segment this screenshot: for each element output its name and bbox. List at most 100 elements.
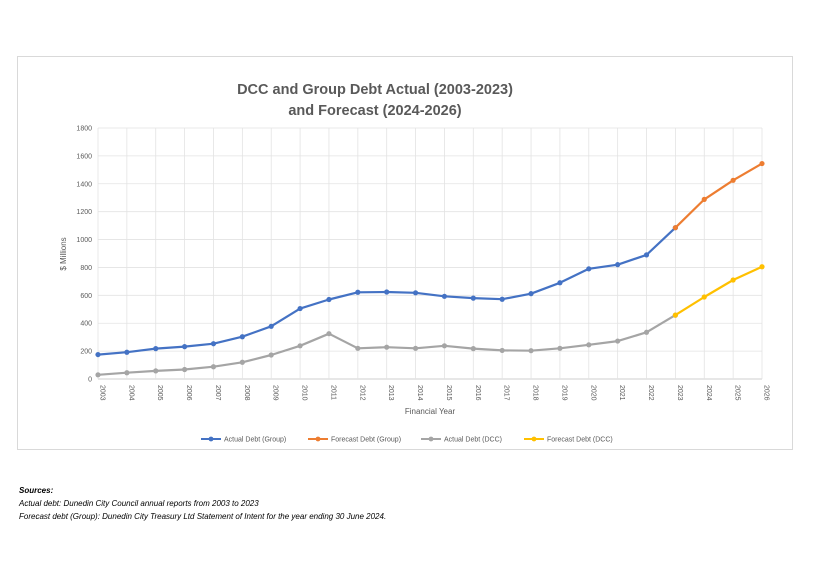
data-point [326, 296, 332, 303]
data-point [182, 344, 188, 350]
data-point [615, 262, 621, 268]
data-point [268, 323, 274, 329]
x-tick-label: 2026 [763, 385, 770, 401]
line-chart: DCC and Group Debt Actual (2003-2023) an… [59, 82, 770, 444]
x-tick-label: 2016 [474, 385, 481, 401]
data-point [297, 305, 303, 312]
data-point [528, 291, 534, 297]
x-tick-label: 2020 [589, 385, 596, 401]
x-tick-label: 2004 [127, 385, 134, 401]
y-tick-label: 1000 [76, 237, 92, 244]
x-tick-label: 2021 [618, 385, 625, 401]
data-point [153, 346, 159, 352]
legend-marker [315, 436, 321, 442]
data-point [441, 343, 448, 349]
data-point [239, 334, 245, 340]
data-point [182, 366, 188, 373]
data-point [239, 359, 245, 365]
data-point [672, 312, 678, 318]
x-tick-label: 2019 [560, 385, 567, 401]
y-axis-label: $ Millions [59, 237, 68, 270]
x-tick-label: 2018 [532, 385, 539, 401]
x-tick-label: 2023 [676, 385, 683, 401]
x-tick-label: 2017 [503, 385, 510, 401]
data-point [499, 296, 505, 302]
legend-marker [208, 436, 214, 442]
data-point [412, 345, 419, 351]
data-point [759, 264, 765, 270]
x-tick-label: 2025 [734, 385, 741, 401]
data-point [268, 352, 274, 358]
x-tick-label: 2022 [647, 385, 654, 401]
x-tick-label: 2014 [416, 385, 423, 401]
data-point [124, 370, 130, 376]
data-point [672, 225, 678, 231]
sources-note: Sources: Actual debt: Dunedin City Counc… [19, 484, 386, 523]
chart-area: DCC and Group Debt Actual (2003-2023) an… [17, 56, 793, 450]
data-point [528, 348, 534, 354]
data-point [95, 372, 101, 378]
data-point [701, 294, 707, 300]
data-point [643, 252, 650, 258]
x-tick-label: 2015 [445, 385, 452, 401]
legend-marker [531, 436, 537, 442]
x-tick-label: 2007 [214, 385, 221, 401]
sources-forecast-debt: Forecast debt (Group): Dunedin City Trea… [19, 512, 387, 521]
chart-title-line-1: DCC and Group Debt Actual (2003-2023) [237, 82, 513, 98]
y-tick-label: 600 [80, 293, 92, 300]
data-point [701, 196, 707, 202]
data-point [586, 342, 592, 348]
x-tick-label: 2009 [272, 385, 279, 401]
data-point [730, 277, 736, 283]
x-tick-label: 2006 [185, 385, 192, 401]
data-point [470, 346, 476, 352]
y-tick-label: 1600 [76, 153, 92, 160]
y-tick-label: 400 [80, 321, 92, 328]
data-point [586, 266, 592, 272]
sources-actual-debt: Actual debt: Dunedin City Council annual… [19, 499, 259, 508]
data-point [470, 295, 476, 301]
data-point [210, 364, 217, 370]
data-point [384, 289, 390, 295]
series-line-4 [674, 265, 763, 317]
x-axis-label: Financial Year [405, 407, 456, 416]
y-tick-label: 200 [80, 349, 92, 356]
x-tick-label: 2003 [99, 385, 106, 401]
data-point [210, 341, 217, 347]
legend-marker [428, 436, 434, 442]
series-line-2 [674, 162, 763, 229]
data-point [759, 160, 765, 167]
data-point [384, 344, 390, 350]
legend-label: Forecast Debt (Group) [331, 437, 401, 444]
data-point [355, 345, 361, 351]
chart-title-line-2: and Forecast (2024-2026) [288, 103, 461, 119]
legend-label: Actual Debt (Group) [224, 437, 286, 444]
y-tick-label: 0 [88, 377, 92, 384]
y-tick-label: 1400 [76, 181, 92, 188]
x-tick-label: 2008 [243, 385, 250, 401]
x-tick-label: 2012 [358, 385, 365, 401]
legend-label: Forecast Debt (DCC) [547, 437, 613, 444]
data-point [95, 351, 101, 358]
x-tick-label: 2005 [156, 385, 163, 401]
data-point [441, 293, 448, 299]
data-point [643, 329, 650, 335]
legend-label: Actual Debt (DCC) [444, 437, 502, 444]
data-point [297, 343, 303, 349]
data-point [412, 290, 419, 296]
data-point [326, 331, 332, 337]
y-tick-label: 1800 [76, 126, 92, 133]
data-point [730, 177, 736, 183]
data-point [499, 347, 505, 354]
data-point [557, 345, 563, 351]
sources-heading: Sources: [19, 486, 54, 495]
x-tick-label: 2011 [329, 385, 336, 400]
x-tick-label: 2024 [705, 385, 712, 401]
data-point [153, 368, 159, 374]
x-tick-label: 2010 [301, 385, 308, 401]
x-tick-label: 2013 [387, 385, 394, 401]
y-tick-label: 1200 [76, 209, 92, 216]
data-point [124, 349, 130, 355]
data-point [557, 280, 563, 286]
data-point [355, 289, 361, 295]
